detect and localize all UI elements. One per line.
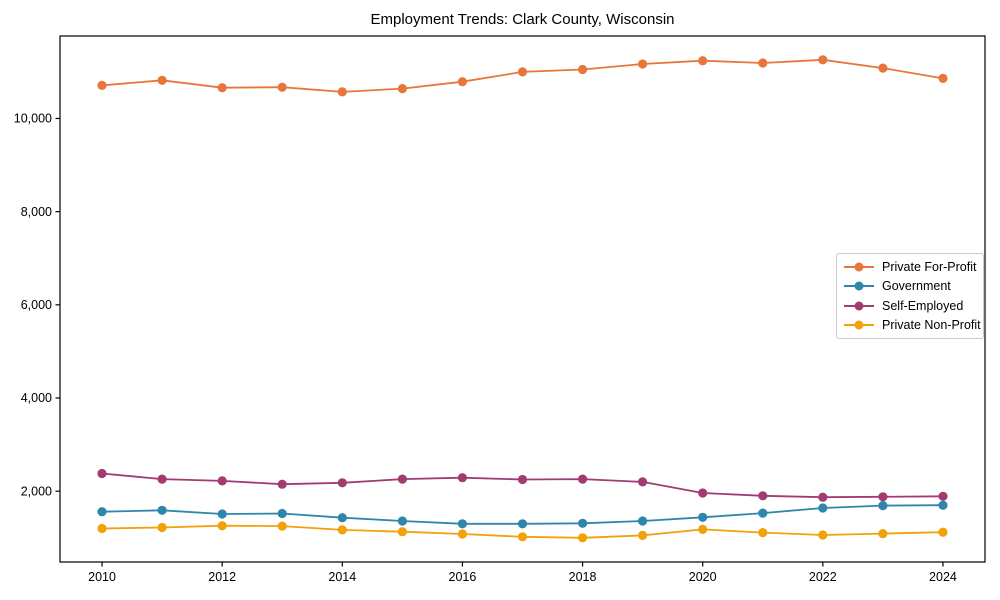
- data-point: [97, 80, 107, 90]
- data-point: [818, 55, 828, 65]
- data-point: [878, 501, 888, 511]
- x-tick-label: 2022: [809, 570, 837, 584]
- data-point: [277, 508, 287, 519]
- data-point: [397, 527, 407, 537]
- data-point: [578, 518, 588, 528]
- data-point: [97, 523, 107, 534]
- legend-item: Private For-Profit: [844, 257, 976, 276]
- data-point: [97, 468, 107, 479]
- data-point: [938, 500, 948, 510]
- legend-item: Government: [844, 277, 976, 296]
- y-tick-label: 4,000: [21, 391, 52, 405]
- data-point: [97, 507, 107, 517]
- data-point: [457, 529, 467, 539]
- y-tick-label: 10,000: [14, 112, 52, 126]
- legend-label: Private Non-Profit: [882, 318, 981, 333]
- legend-line-swatch: [844, 262, 874, 272]
- x-tick-label: 2024: [929, 570, 957, 584]
- data-point: [217, 521, 227, 531]
- data-point: [818, 492, 828, 502]
- data-point: [698, 524, 708, 535]
- data-point: [758, 491, 768, 501]
- data-point: [758, 528, 768, 538]
- data-point: [337, 87, 347, 97]
- data-point: [578, 474, 588, 484]
- data-point: [517, 532, 528, 542]
- x-tick-label: 2016: [449, 570, 477, 584]
- data-point: [337, 525, 347, 535]
- legend-label: Private For-Profit: [882, 259, 977, 274]
- x-tick-label: 2012: [208, 570, 236, 584]
- data-point: [397, 516, 407, 526]
- data-point: [397, 84, 407, 94]
- x-tick-label: 2014: [328, 570, 356, 584]
- data-point: [938, 527, 948, 537]
- data-point: [277, 479, 287, 489]
- plot-border: [59, 35, 986, 563]
- data-point: [698, 56, 708, 66]
- legend-marker-dot: [854, 281, 864, 291]
- legend-line-swatch: [844, 320, 874, 330]
- data-point: [157, 75, 167, 85]
- data-point: [638, 516, 648, 526]
- x-tick-label: 2020: [689, 570, 717, 584]
- data-point: [878, 529, 888, 539]
- data-point: [457, 473, 467, 483]
- data-point: [878, 63, 888, 73]
- data-point: [938, 73, 948, 83]
- data-point: [638, 59, 648, 69]
- data-point: [638, 530, 648, 541]
- legend-item: Self-Employed: [844, 296, 976, 315]
- data-point: [517, 67, 528, 77]
- legend-label: Government: [882, 279, 951, 294]
- data-point: [217, 83, 227, 93]
- legend-marker-dot: [854, 301, 864, 311]
- x-tick-label: 2010: [88, 570, 116, 584]
- data-point: [457, 77, 467, 87]
- legend-line-swatch: [844, 281, 874, 291]
- data-point: [638, 477, 648, 487]
- data-point: [157, 505, 167, 515]
- x-tick-label: 2018: [569, 570, 597, 584]
- legend-marker-dot: [854, 320, 864, 330]
- data-point: [578, 64, 588, 75]
- data-point: [818, 503, 828, 513]
- data-point: [517, 519, 528, 529]
- data-point: [337, 513, 347, 523]
- data-point: [277, 521, 287, 531]
- data-point: [337, 478, 347, 488]
- data-point: [758, 58, 768, 68]
- legend: Private For-Profit Government Self-Employe…: [836, 253, 984, 339]
- data-point: [397, 474, 407, 484]
- y-tick-label: 8,000: [21, 205, 52, 219]
- y-tick-label: 2,000: [21, 484, 52, 498]
- legend-marker-dot: [854, 262, 864, 272]
- data-point: [878, 492, 888, 502]
- data-point: [217, 509, 227, 519]
- data-point: [758, 508, 768, 518]
- legend-item: Private Non-Profit: [844, 316, 981, 335]
- data-point: [157, 474, 167, 484]
- legend-label: Self-Employed: [882, 298, 964, 313]
- data-point: [517, 474, 528, 485]
- legend-line-swatch: [844, 301, 874, 311]
- data-point: [217, 476, 227, 486]
- data-point: [698, 512, 708, 522]
- y-tick-label: 6,000: [21, 298, 52, 312]
- data-point: [277, 82, 287, 92]
- data-point: [698, 488, 708, 498]
- chart-title: Employment Trends: Clark County, Wiscons…: [370, 11, 675, 28]
- data-point: [818, 530, 828, 540]
- data-point: [938, 491, 948, 501]
- data-point: [578, 533, 588, 543]
- data-point: [457, 519, 467, 529]
- data-point: [157, 522, 167, 533]
